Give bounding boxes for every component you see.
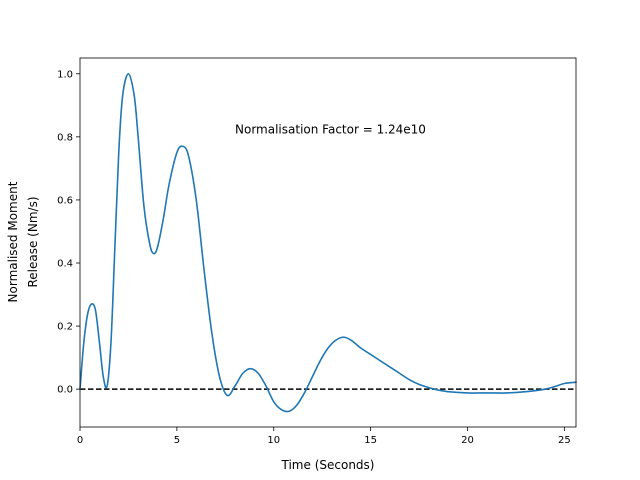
x-axis-ticks: 0 5 10 15 20 25: [77, 427, 571, 446]
x-axis-label: Time (Seconds): [281, 458, 375, 472]
x-tick-label: 20: [461, 435, 474, 446]
y-axis-ticks: 0.0 0.2 0.4 0.6 0.8 1.0: [57, 69, 80, 396]
series-group: [79, 72, 577, 413]
x-tick-label: 5: [174, 435, 180, 446]
y-tick-label: 0.4: [57, 259, 73, 270]
y-axis-label-line-1: Normalised Moment: [6, 181, 20, 302]
x-tick-label: 10: [267, 435, 280, 446]
x-tick-label: 25: [558, 435, 571, 446]
y-axis-label-line-2: Release (Nm/s): [26, 196, 40, 287]
plot-area: [80, 58, 576, 427]
series-line-0: [79, 72, 577, 413]
annotation-text: Normalisation Factor = 1.24e10: [235, 123, 426, 137]
y-tick-label: 1.0: [57, 69, 73, 80]
y-tick-label: 0.2: [57, 322, 73, 333]
x-tick-label: 15: [364, 435, 377, 446]
y-tick-label: 0.8: [57, 132, 73, 143]
y-tick-label: 0.6: [57, 195, 73, 206]
y-tick-label: 0.0: [57, 385, 73, 396]
x-tick-label: 0: [77, 435, 83, 446]
plot-frame: [79, 57, 577, 428]
